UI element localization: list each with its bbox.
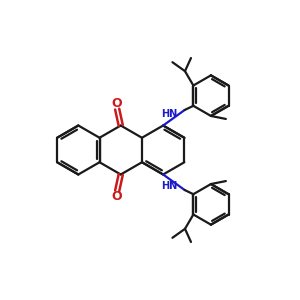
Text: HN: HN xyxy=(162,109,178,118)
Text: O: O xyxy=(112,97,122,110)
Text: O: O xyxy=(112,190,122,203)
Text: HN: HN xyxy=(162,182,178,191)
